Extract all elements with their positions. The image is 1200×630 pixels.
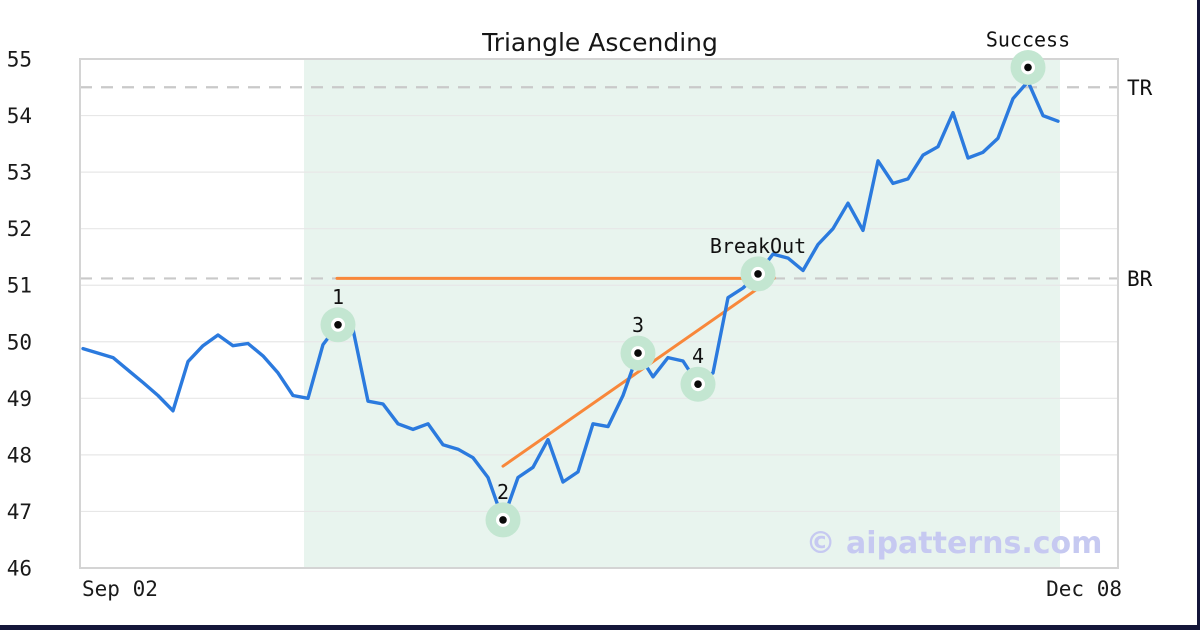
marker-label-1: 1 xyxy=(332,285,344,309)
marker-dot-4 xyxy=(694,380,702,388)
marker-dot-breakout xyxy=(754,270,762,278)
marker-label-3: 3 xyxy=(632,313,644,337)
marker-dot-3 xyxy=(634,349,642,357)
y-tick-47: 47 xyxy=(7,500,32,524)
y-tick-52: 52 xyxy=(7,217,32,241)
y-tick-46: 46 xyxy=(7,557,32,581)
marker-label-breakout: BreakOut xyxy=(710,234,806,258)
x-tick-sep-02: Sep 02 xyxy=(82,577,158,601)
y-tick-48: 48 xyxy=(7,443,32,467)
y-tick-54: 54 xyxy=(7,104,32,128)
marker-label-4: 4 xyxy=(692,344,704,368)
y-tick-53: 53 xyxy=(7,161,32,185)
marker-dot-1 xyxy=(334,321,342,329)
x-tick-dec-08: Dec 08 xyxy=(1046,577,1122,601)
y-tick-55: 55 xyxy=(7,48,32,72)
triangle-ascending-chart: TR BR 55 54 53 52 51 50 49 48 47 46 Sep 02 Dec 08 Tri… xyxy=(0,0,1200,630)
y-tick-50: 50 xyxy=(7,330,32,354)
level-label-tr: TR xyxy=(1127,76,1153,100)
level-label-br: BR xyxy=(1127,267,1153,291)
marker-label-2: 2 xyxy=(497,480,509,504)
chart-image: TR BR 55 54 53 52 51 50 49 48 47 46 Sep 02 Dec 08 Tri… xyxy=(0,0,1200,630)
y-tick-49: 49 xyxy=(7,387,32,411)
marker-dot-2 xyxy=(499,516,507,524)
bottom-accent-bar xyxy=(0,625,1200,630)
pattern-region xyxy=(304,59,1060,568)
marker-label-success: Success xyxy=(986,27,1070,51)
chart-title: Triangle Ascending xyxy=(481,28,718,57)
marker-dot-success xyxy=(1024,64,1032,72)
watermark-text: © aipatterns.com xyxy=(806,526,1103,561)
y-tick-51: 51 xyxy=(7,274,32,298)
